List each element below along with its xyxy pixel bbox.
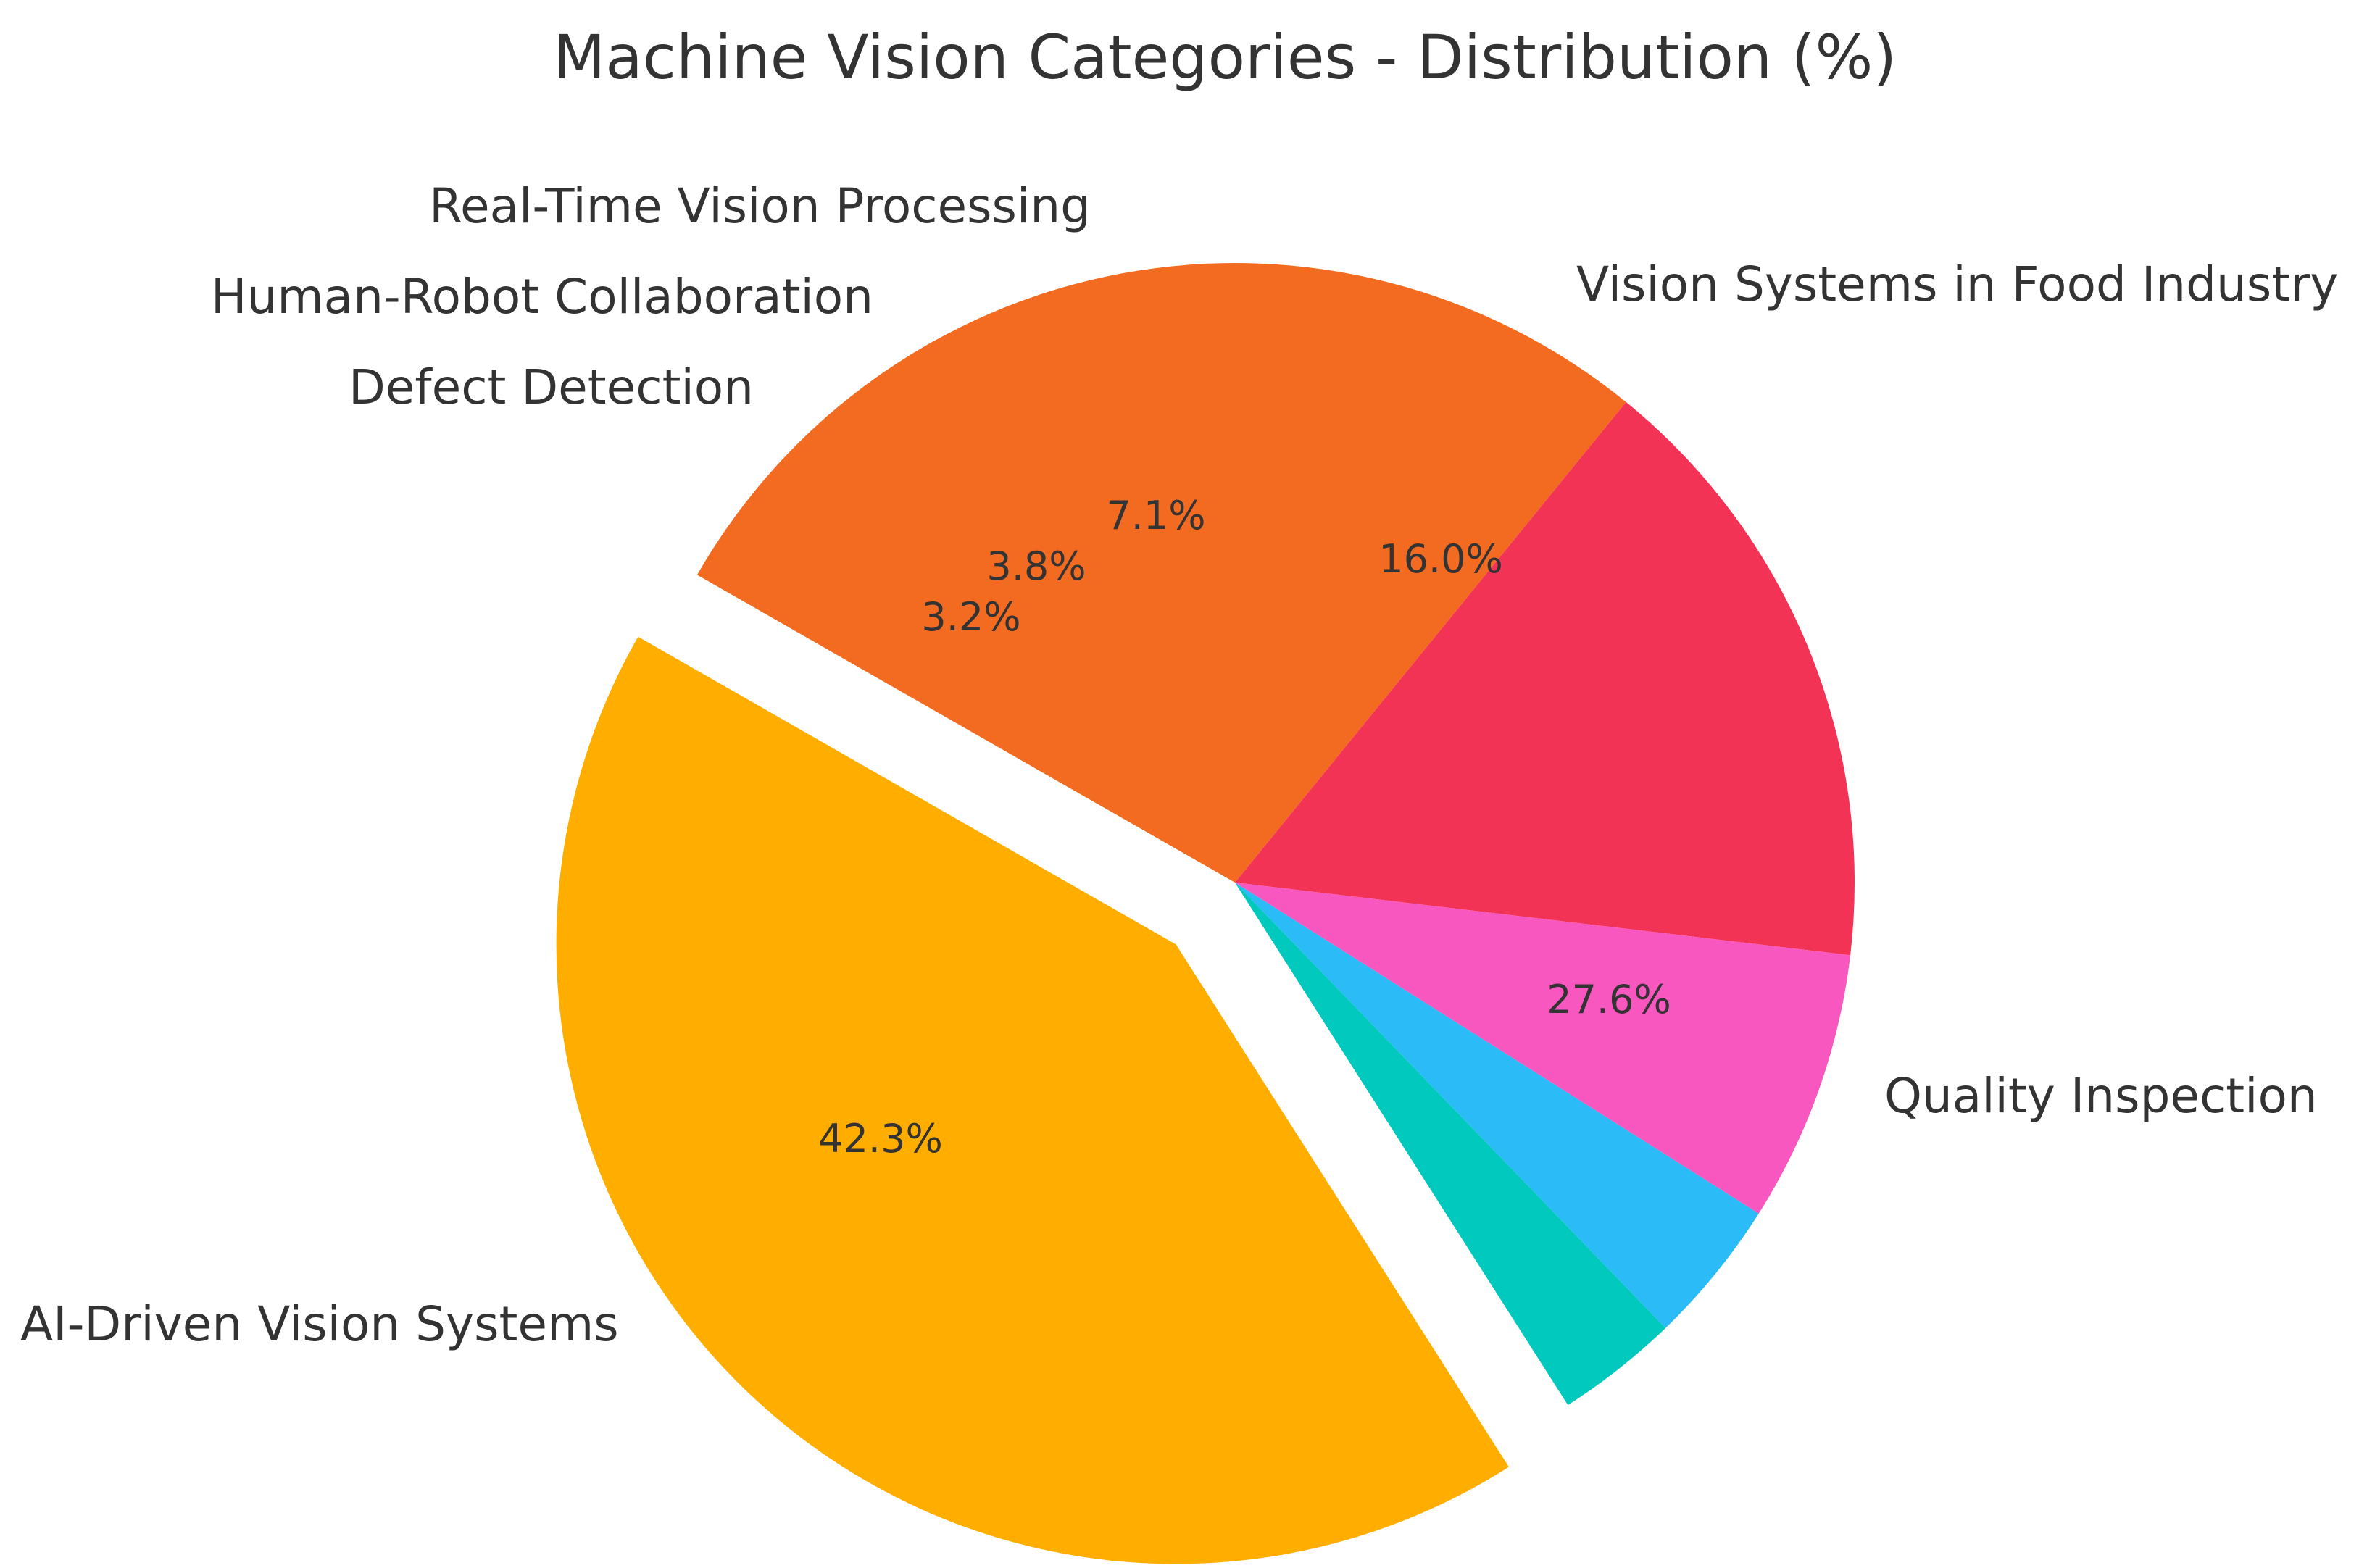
pie-slice-human-robot-collaboration — [1235, 883, 1759, 1328]
slice-percentage-label: 7.1% — [1106, 493, 1205, 538]
pie-labels: AI-Driven Vision Systems 42.3% Quality Ins… — [20, 178, 2338, 1352]
slice-label: Human-Robot Collaboration — [211, 269, 873, 325]
chart-title: Machine Vision Categories - Distribution… — [553, 22, 1897, 93]
slice-percentage-label: 3.2% — [921, 594, 1020, 640]
pie-slice-vision-systems-in-food-industry — [1235, 401, 1855, 956]
pie-slice-ai-driven-vision-systems — [556, 636, 1509, 1564]
slice-percentage-label: 16.0% — [1378, 536, 1503, 582]
slice-label: Real-Time Vision Processing — [429, 178, 1091, 234]
slice-percentage-label: 27.6% — [1547, 977, 1671, 1022]
slice-percentage-label: 42.3% — [818, 1116, 943, 1162]
pie-slice-real-time-vision-processing — [1235, 883, 1851, 1214]
pie-slice-defect-detection — [1235, 883, 1666, 1406]
slice-label: Vision Systems in Food Industry — [1576, 257, 2338, 312]
slice-percentage-label: 3.8% — [986, 543, 1086, 589]
pie-slice-quality-inspection — [696, 263, 1626, 883]
pie-slices — [556, 263, 1855, 1564]
slice-label: AI-Driven Vision Systems — [20, 1296, 619, 1352]
slice-label: Quality Inspection — [1884, 1068, 2318, 1124]
slice-label: Defect Detection — [349, 359, 754, 415]
